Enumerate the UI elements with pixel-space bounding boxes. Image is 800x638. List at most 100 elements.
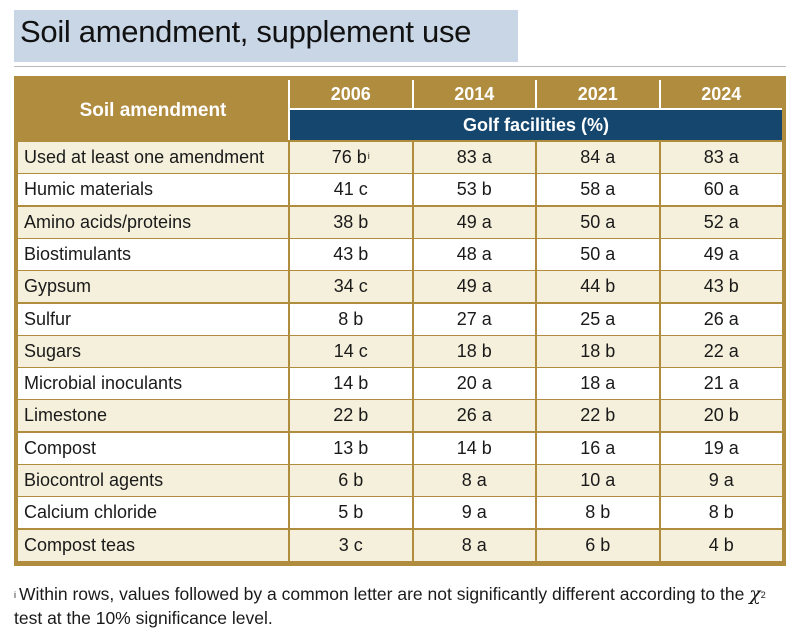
table-cell-2021: 50 a [535, 206, 659, 238]
cell-value: 3 c [338, 534, 363, 555]
table-row: Biostimulants 43 b 48 a 50 a 49 a [18, 238, 783, 270]
cell-value: 26 a [703, 308, 739, 329]
table-body: Soil amendment 2006 2014 2021 2024 Golf … [18, 80, 782, 562]
table-cell-2024: 49 a [658, 238, 783, 270]
table-cell-2006: 38 b [288, 206, 412, 238]
row-label: Calcium chloride [24, 502, 158, 523]
table-cell-2024: 4 b [658, 529, 783, 561]
cell-value: 19 a [703, 437, 739, 458]
table-cell-2014: 83 a [411, 142, 536, 173]
row-divider [18, 560, 782, 562]
cell-value: 4 b [708, 534, 734, 555]
cell-value: 43 b [333, 243, 369, 264]
cell-value: 50 a [580, 243, 616, 264]
cell-value: 13 b [333, 437, 369, 458]
table-cell-2021: 50 a [535, 238, 659, 270]
cell-value: 18 a [580, 373, 616, 394]
row-divider [18, 366, 782, 368]
table-cell-2024: 19 a [658, 432, 783, 464]
table-cell-2006: 3 c [288, 529, 412, 561]
table-cell-2006: 41 c [288, 174, 412, 206]
row-label: Biostimulants [24, 243, 132, 264]
row-divider [18, 463, 782, 465]
row-label: Sugars [24, 340, 82, 361]
table-cell-2021: 10 a [535, 465, 659, 496]
cell-value: 83 a [456, 147, 492, 167]
row-divider [18, 496, 782, 497]
table-row: Compost 13 b 14 b 16 a 19 a [18, 432, 783, 464]
cell-value: 26 a [456, 405, 492, 426]
table-cell-2021: 22 b [535, 400, 659, 432]
row-divider [18, 528, 782, 530]
footnote-mark: i [14, 590, 16, 600]
row-divider [18, 302, 782, 304]
row-label: Humic materials [24, 179, 154, 200]
footnote: i Within rows, values followed by a commo… [14, 582, 786, 630]
table-cell-2024: 60 a [658, 174, 783, 206]
title-rule [14, 66, 786, 67]
cell-value: 38 b [333, 211, 369, 232]
table-cell-2021: 44 b [535, 271, 659, 303]
cell-value: 53 b [456, 179, 492, 200]
table-cell-2024: 52 a [658, 206, 783, 238]
table-cell-2006: 8 b [288, 303, 412, 335]
table-row: Humic materials 41 c 53 b 58 a 60 a [18, 174, 783, 206]
table-row: Compost teas 3 c 8 a 6 b 4 b [18, 529, 783, 561]
table-cell-2021: 8 b [535, 497, 659, 529]
table-cell-2014: 53 b [411, 174, 536, 206]
row-label: Used at least one amendment [24, 147, 265, 167]
title-band [14, 10, 518, 62]
cell-value: 8 b [338, 308, 364, 329]
table-cell-2014: 26 a [411, 400, 536, 432]
cell-value: 44 b [580, 276, 616, 297]
row-divider [18, 205, 782, 207]
cell-value: 20 b [703, 405, 739, 426]
cell-value: 41 c [333, 179, 368, 200]
cell-value: 8 b [708, 502, 734, 523]
table-row: Calcium chloride 5 b 9 a 8 b 8 b [18, 497, 783, 529]
cell-value: 14 b [333, 373, 369, 394]
row-divider [18, 334, 782, 336]
cell-value: 52 a [703, 211, 739, 232]
table-cell-2014: 18 b [411, 335, 536, 367]
cell-value: 9 a [461, 502, 487, 523]
table-cell-2014: 9 a [411, 497, 536, 529]
table-cell-2021: 18 a [535, 368, 659, 400]
table-cell-2006: 43 b [288, 238, 412, 270]
table-cell-2006: 22 b [288, 400, 412, 432]
table-cell-2006: 14 c [288, 335, 412, 367]
table-cell-2014: 14 b [411, 432, 536, 464]
cell-value: 50 a [580, 211, 616, 232]
table-cell-2024: 8 b [658, 497, 783, 529]
table-cell-2014: 8 a [411, 465, 536, 496]
chi-symbol: χ [749, 583, 761, 605]
cell-value: 49 a [456, 276, 492, 297]
cell-value: 10 a [580, 470, 616, 490]
table-row: Limestone 22 b 26 a 22 b 20 b [18, 400, 783, 432]
cell-value: 49 a [456, 211, 492, 232]
row-divider [18, 237, 782, 239]
cell-value: 48 a [456, 243, 492, 264]
footnote-text-before: Within rows, values followed by a common… [19, 584, 750, 604]
table-cell-2024: 26 a [658, 303, 783, 335]
table-cell-2014: 27 a [411, 303, 536, 335]
table-cell-2021: 84 a [535, 142, 659, 173]
table-cell-2014: 49 a [411, 271, 536, 303]
table-cell-2024: 9 a [658, 465, 783, 496]
cell-value: 5 b [338, 502, 364, 523]
row-label: Amino acids/proteins [24, 211, 192, 232]
table-cell-2024: 20 b [658, 400, 783, 432]
row-label: Gypsum [24, 276, 92, 297]
cell-value: 8 a [461, 470, 487, 490]
cell-value: 6 b [338, 470, 364, 490]
chi-superscript: 2 [760, 590, 766, 600]
row-label: Microbial inoculants [24, 373, 183, 394]
table-row: Sulfur 8 b 27 a 25 a 26 a [18, 303, 783, 335]
table-cell-2024: 83 a [658, 142, 783, 173]
row-divider [18, 173, 782, 174]
year-header-2014: 2014 [411, 80, 535, 108]
column-subheader: Golf facilities (%) [288, 110, 782, 140]
cell-value: 49 a [703, 243, 739, 264]
row-label: Limestone [24, 405, 108, 426]
